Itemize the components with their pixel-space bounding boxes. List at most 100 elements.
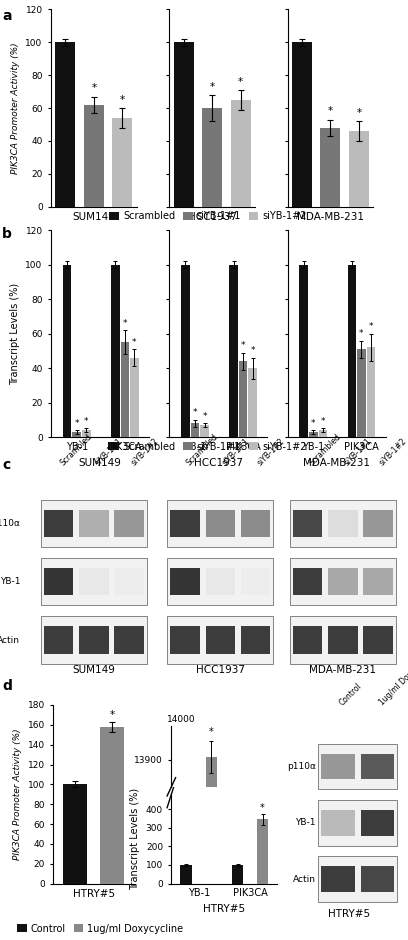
Bar: [290, 617, 396, 664]
Bar: [319, 748, 357, 785]
Text: HCC1937: HCC1937: [196, 665, 245, 675]
Bar: [361, 620, 395, 660]
Bar: [170, 626, 200, 653]
Bar: [309, 431, 318, 437]
Text: *: *: [122, 319, 127, 328]
Text: *: *: [193, 408, 197, 417]
Bar: [41, 557, 147, 605]
Bar: [44, 509, 73, 537]
Text: *: *: [321, 417, 325, 426]
Bar: [363, 509, 393, 537]
Text: *: *: [238, 77, 243, 86]
Text: p110α: p110α: [0, 519, 20, 527]
Y-axis label: PIK3CA Promoter Activity (%): PIK3CA Promoter Activity (%): [13, 728, 22, 860]
Bar: [112, 118, 132, 207]
Bar: [79, 509, 109, 537]
Text: siYB-1#2: siYB-1#2: [378, 436, 408, 467]
Bar: [202, 108, 222, 207]
Text: *: *: [120, 95, 125, 104]
Bar: [361, 810, 395, 836]
Bar: [114, 509, 144, 537]
Bar: [290, 499, 396, 547]
X-axis label: HTRY#5: HTRY#5: [203, 904, 246, 914]
Bar: [232, 865, 243, 884]
Text: SUM149: SUM149: [72, 665, 115, 675]
Bar: [204, 504, 237, 542]
Text: d: d: [2, 679, 12, 693]
Text: YB-1: YB-1: [295, 819, 316, 827]
Bar: [167, 557, 273, 605]
Bar: [359, 805, 396, 841]
Text: *: *: [357, 108, 361, 118]
Bar: [181, 265, 190, 437]
Text: 14000: 14000: [167, 714, 196, 724]
Bar: [326, 504, 359, 542]
Bar: [78, 562, 110, 602]
Bar: [361, 504, 395, 542]
Bar: [321, 128, 340, 207]
Bar: [206, 509, 235, 537]
Bar: [113, 504, 146, 542]
Bar: [78, 504, 110, 542]
Bar: [167, 499, 273, 547]
Bar: [326, 562, 359, 602]
Bar: [363, 568, 393, 595]
Text: *: *: [110, 710, 115, 720]
Bar: [319, 861, 357, 898]
Bar: [319, 431, 327, 437]
Bar: [328, 626, 357, 653]
Bar: [291, 562, 324, 602]
Bar: [293, 568, 322, 595]
Text: *: *: [311, 418, 315, 428]
Bar: [100, 727, 124, 884]
Text: *: *: [74, 418, 79, 428]
Text: *: *: [241, 341, 245, 350]
Bar: [241, 626, 271, 653]
Text: siYB-1#2: siYB-1#2: [129, 436, 160, 467]
X-axis label: SUM149: SUM149: [72, 212, 115, 223]
Bar: [113, 562, 146, 602]
Bar: [200, 425, 209, 437]
Text: p110α: p110α: [287, 762, 316, 771]
Bar: [359, 861, 396, 898]
Bar: [328, 509, 357, 537]
Bar: [114, 568, 144, 595]
Bar: [42, 504, 75, 542]
Bar: [349, 131, 369, 207]
Bar: [170, 509, 200, 537]
Bar: [42, 562, 75, 602]
Bar: [292, 42, 312, 207]
Bar: [173, 42, 193, 207]
Text: YB-1: YB-1: [0, 577, 20, 587]
Bar: [206, 568, 235, 595]
Text: siYB-1#1: siYB-1#1: [343, 436, 374, 467]
Text: *: *: [84, 417, 89, 426]
Bar: [239, 620, 272, 660]
Bar: [231, 100, 251, 207]
X-axis label: HCC1937: HCC1937: [188, 212, 237, 223]
Bar: [318, 800, 397, 846]
Text: siYB-1#1: siYB-1#1: [220, 436, 251, 467]
Bar: [361, 562, 395, 602]
Y-axis label: Transcript Levels (%): Transcript Levels (%): [130, 788, 140, 890]
Bar: [79, 626, 109, 653]
Bar: [169, 620, 202, 660]
Text: Scrambled: Scrambled: [58, 431, 94, 467]
Bar: [79, 568, 109, 595]
Bar: [82, 431, 91, 437]
Bar: [321, 866, 355, 892]
Bar: [111, 265, 120, 437]
Bar: [293, 626, 322, 653]
Text: *: *: [369, 322, 373, 331]
Bar: [113, 620, 146, 660]
Text: *: *: [202, 412, 207, 421]
Text: *: *: [91, 84, 96, 93]
Bar: [326, 620, 359, 660]
Bar: [241, 568, 271, 595]
Bar: [120, 342, 129, 437]
Bar: [239, 361, 248, 437]
Bar: [361, 754, 395, 779]
Bar: [180, 865, 192, 884]
Text: *: *: [260, 804, 265, 813]
Bar: [239, 504, 272, 542]
